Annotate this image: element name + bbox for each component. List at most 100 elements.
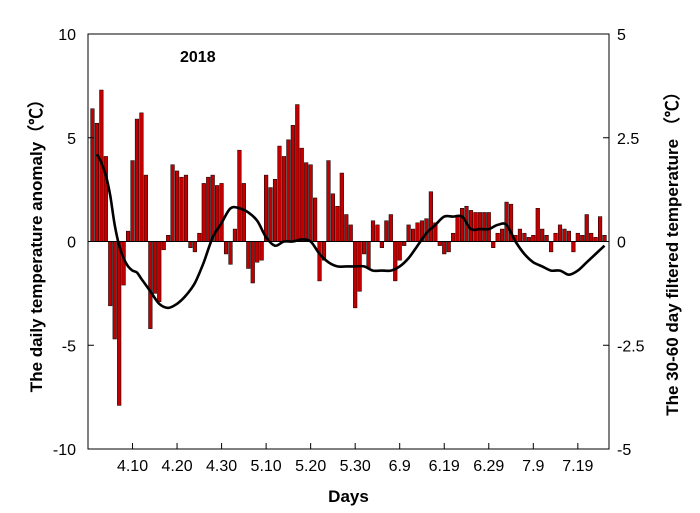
- bar: [108, 241, 113, 307]
- bar: [500, 228, 505, 242]
- x-tick-label: 7.9: [522, 458, 544, 475]
- bar: [544, 235, 549, 242]
- bar: [313, 197, 318, 242]
- bar: [90, 108, 95, 242]
- bar: [553, 232, 558, 242]
- bar: [232, 228, 238, 242]
- bar: [437, 241, 442, 246]
- bar: [206, 176, 211, 242]
- bar: [571, 241, 576, 253]
- bar: [344, 214, 349, 242]
- bar: [286, 139, 291, 242]
- bar: [255, 241, 260, 263]
- filtered-temperature-line: [95, 153, 606, 310]
- left-y-axis-title: The daily temperature anomaly（℃）: [26, 91, 46, 392]
- bar: [557, 224, 563, 242]
- axis-ticks: 4.10 4.20 4.30 5.10 5.20 5.30 6.9 6.19 6.29 7.9 7.…: [53, 27, 645, 475]
- bar: [290, 125, 295, 242]
- bar: [535, 208, 540, 242]
- bar: [370, 220, 376, 242]
- bar: [210, 174, 215, 242]
- bar: [517, 228, 523, 242]
- bar: [304, 162, 309, 242]
- bar: [531, 235, 536, 242]
- bar: [495, 232, 500, 242]
- bar-series: [90, 89, 607, 406]
- bar: [152, 241, 157, 294]
- bar: [170, 164, 175, 242]
- x-tick-label: 5.20: [295, 458, 326, 475]
- bar: [330, 193, 335, 242]
- bar: [250, 241, 255, 284]
- bar: [562, 228, 567, 242]
- bar: [584, 214, 589, 242]
- left-y-tick-label: -5: [62, 338, 76, 355]
- left-y-tick-label: 5: [67, 131, 76, 148]
- left-y-tick-label: -10: [53, 442, 76, 459]
- x-tick-label: 6.19: [429, 458, 460, 475]
- bar: [188, 241, 193, 248]
- bar: [246, 241, 251, 269]
- bar: [446, 241, 451, 253]
- bar: [428, 191, 433, 242]
- bar: [477, 212, 482, 242]
- bar: [549, 241, 554, 253]
- bar: [281, 156, 287, 242]
- bar: [277, 145, 282, 242]
- bar: [589, 232, 594, 242]
- x-tick-label: 5.30: [340, 458, 371, 475]
- right-y-axis-title: The 30-60 day filtered temperature （℃）: [662, 83, 682, 416]
- bar: [566, 230, 571, 242]
- bar: [406, 224, 411, 242]
- bar: [268, 187, 273, 242]
- x-tick-label: 5.10: [251, 458, 282, 475]
- bar: [410, 228, 416, 242]
- bar: [272, 179, 278, 242]
- bar: [598, 216, 603, 242]
- bar: [451, 232, 456, 242]
- bar: [397, 241, 402, 261]
- bar: [241, 183, 246, 242]
- bar: [362, 241, 367, 255]
- bar: [228, 241, 233, 265]
- bar: [197, 232, 202, 242]
- bar: [388, 214, 393, 242]
- bar: [326, 160, 331, 242]
- bar: [375, 224, 380, 242]
- bar: [139, 112, 144, 242]
- x-tick-label: 4.20: [161, 458, 192, 475]
- bar: [602, 235, 607, 242]
- x-tick-label: 4.30: [206, 458, 237, 475]
- bar: [134, 118, 140, 242]
- bar: [201, 183, 206, 242]
- bar: [522, 232, 527, 242]
- bar: [504, 201, 509, 242]
- bar: [348, 224, 353, 242]
- bar: [259, 241, 264, 261]
- bar: [94, 122, 99, 242]
- bar: [295, 104, 300, 242]
- bar: [166, 235, 171, 242]
- bar: [148, 241, 153, 329]
- bar: [183, 174, 189, 242]
- bar: [473, 212, 478, 242]
- bar: [223, 241, 229, 255]
- x-tick-label: 6.29: [473, 458, 504, 475]
- bar: [161, 241, 166, 251]
- bar: [317, 241, 322, 282]
- bar: [486, 212, 491, 242]
- bar: [526, 237, 531, 242]
- bar: [264, 174, 269, 242]
- x-axis-title: Days: [328, 487, 369, 506]
- bar: [402, 241, 407, 246]
- x-tick-label: 6.9: [389, 458, 411, 475]
- bar: [482, 212, 487, 242]
- x-tick-label: 7.19: [562, 458, 593, 475]
- bar: [126, 230, 131, 242]
- left-y-tick-label: 0: [67, 235, 76, 252]
- right-y-tick-label: 2.5: [617, 131, 639, 148]
- bar: [580, 235, 585, 242]
- bar: [112, 241, 117, 340]
- bar: [366, 241, 371, 269]
